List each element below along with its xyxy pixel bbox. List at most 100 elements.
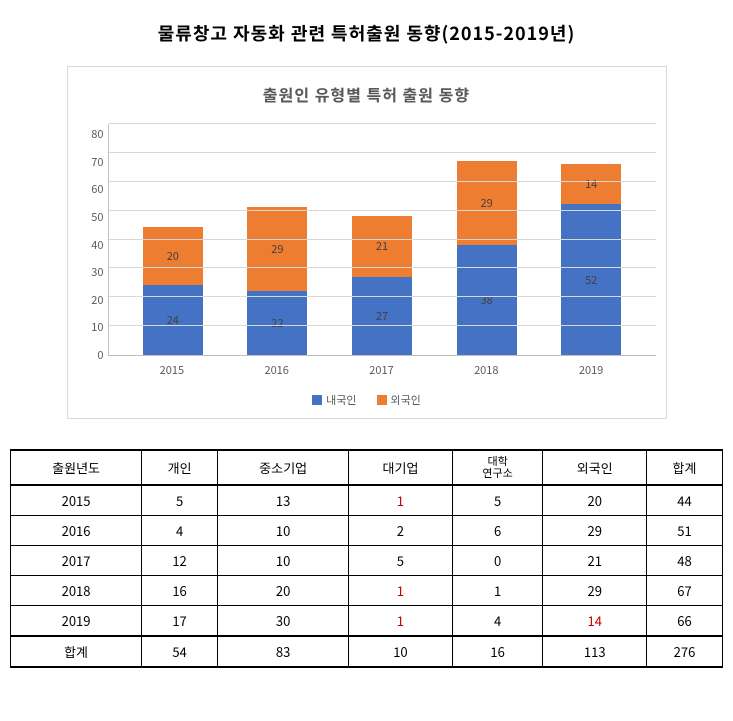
gridline [109, 239, 656, 240]
page-title: 물류창고 자동화 관련 특허출원 동향(2015-2019년) [10, 20, 723, 46]
y-tick: 50 [91, 212, 103, 223]
table-cell: 20 [543, 485, 647, 516]
table-cell: 14 [543, 606, 647, 637]
table-cell: 6 [452, 516, 543, 546]
table-cell: 44 [647, 485, 723, 516]
legend-item: 외국인 [377, 392, 421, 408]
table-cell: 2019 [11, 606, 142, 637]
bar-segment-foreign: 20 [143, 227, 203, 285]
table-cell: 29 [543, 516, 647, 546]
bar-group: 24202229272138295214 [109, 124, 656, 355]
table-cell: 5 [349, 546, 453, 576]
legend-swatch [312, 395, 322, 405]
bar-segment-foreign: 29 [457, 161, 517, 245]
bar: 2721 [352, 216, 412, 355]
chart-title: 출원인 유형별 특허 출원 동향 [78, 82, 656, 106]
gridline [109, 123, 656, 124]
gridline [109, 325, 656, 326]
table-row: 20171210502148 [11, 546, 723, 576]
bar: 2229 [247, 207, 307, 355]
x-axis: 20152016201720182019 [108, 356, 656, 378]
table-body: 2015513152044201641026295120171210502148… [11, 485, 723, 667]
table-cell: 4 [142, 516, 218, 546]
bar-segment-foreign: 14 [561, 164, 621, 205]
table-cell: 66 [647, 606, 723, 637]
table-cell: 2017 [11, 546, 142, 576]
table-cell: 29 [543, 576, 647, 606]
table-cell: 1 [452, 576, 543, 606]
gridline [109, 267, 656, 268]
y-tick: 20 [91, 295, 103, 306]
legend-item: 내국인 [312, 392, 356, 408]
table-header-cell: 개인 [142, 450, 218, 485]
table-cell: 10 [218, 516, 349, 546]
y-tick: 10 [91, 322, 103, 333]
table-cell: 1 [349, 485, 453, 516]
table-row: 2015513152044 [11, 485, 723, 516]
y-tick: 0 [97, 350, 103, 361]
table-cell: 1 [349, 576, 453, 606]
bar: 5214 [561, 164, 621, 355]
table-cell: 54 [142, 636, 218, 667]
table-cell: 51 [647, 516, 723, 546]
y-tick: 30 [91, 267, 103, 278]
table-row: 2016410262951 [11, 516, 723, 546]
table-cell: 5 [142, 485, 218, 516]
gridline [109, 181, 656, 182]
table-header-cell: 합계 [647, 450, 723, 485]
table-cell: 10 [218, 546, 349, 576]
table-cell: 2016 [11, 516, 142, 546]
table-cell: 2 [349, 516, 453, 546]
table-header: 출원년도개인중소기업대기업대학연구소외국인합계 [11, 450, 723, 485]
bar-segment-foreign: 29 [247, 207, 307, 291]
x-tick: 2015 [142, 362, 202, 378]
table-cell: 30 [218, 606, 349, 637]
y-axis: 80706050403020100 [78, 124, 108, 356]
legend-label: 외국인 [391, 392, 421, 408]
legend-swatch [377, 395, 387, 405]
y-tick: 80 [91, 129, 103, 140]
table-cell: 12 [142, 546, 218, 576]
table-cell: 13 [218, 485, 349, 516]
table-cell: 16 [142, 576, 218, 606]
table-cell: 113 [543, 636, 647, 667]
table-header-cell: 대학연구소 [452, 450, 543, 485]
x-tick: 2017 [351, 362, 411, 378]
gridline [109, 210, 656, 211]
chart-container: 출원인 유형별 특허 출원 동향 80706050403020100 24202… [67, 66, 667, 419]
table-header-cell: 외국인 [543, 450, 647, 485]
bar-segment-domestic: 38 [457, 245, 517, 355]
table-cell: 합계 [11, 636, 142, 667]
table-header-row: 출원년도개인중소기업대기업대학연구소외국인합계 [11, 450, 723, 485]
table-cell: 0 [452, 546, 543, 576]
table-cell: 2018 [11, 576, 142, 606]
bar-segment-domestic: 52 [561, 204, 621, 355]
table-row: 20181620112967 [11, 576, 723, 606]
bar-segment-domestic: 22 [247, 291, 307, 355]
table-cell: 2015 [11, 485, 142, 516]
table-cell: 17 [142, 606, 218, 637]
gridline [109, 152, 656, 153]
x-tick: 2018 [456, 362, 516, 378]
table-cell: 20 [218, 576, 349, 606]
y-tick: 40 [91, 240, 103, 251]
bar-segment-domestic: 27 [352, 277, 412, 355]
table-cell: 16 [452, 636, 543, 667]
plot-area: 80706050403020100 24202229272138295214 [78, 124, 656, 356]
data-table: 출원년도개인중소기업대기업대학연구소외국인합계 2015513152044201… [10, 449, 723, 668]
chart-plot: 24202229272138295214 [108, 124, 656, 356]
table-cell: 83 [218, 636, 349, 667]
table-row: 20191730141466 [11, 606, 723, 637]
gridline [109, 296, 656, 297]
table-cell: 1 [349, 606, 453, 637]
chart-legend: 내국인 외국인 [78, 392, 656, 408]
table-header-cell: 중소기업 [218, 450, 349, 485]
x-tick: 2016 [247, 362, 307, 378]
table-header-cell: 출원년도 [11, 450, 142, 485]
table-cell: 21 [543, 546, 647, 576]
table-cell: 67 [647, 576, 723, 606]
table-cell: 4 [452, 606, 543, 637]
table-header-cell: 대기업 [349, 450, 453, 485]
table-row: 합계54831016113276 [11, 636, 723, 667]
table-cell: 10 [349, 636, 453, 667]
